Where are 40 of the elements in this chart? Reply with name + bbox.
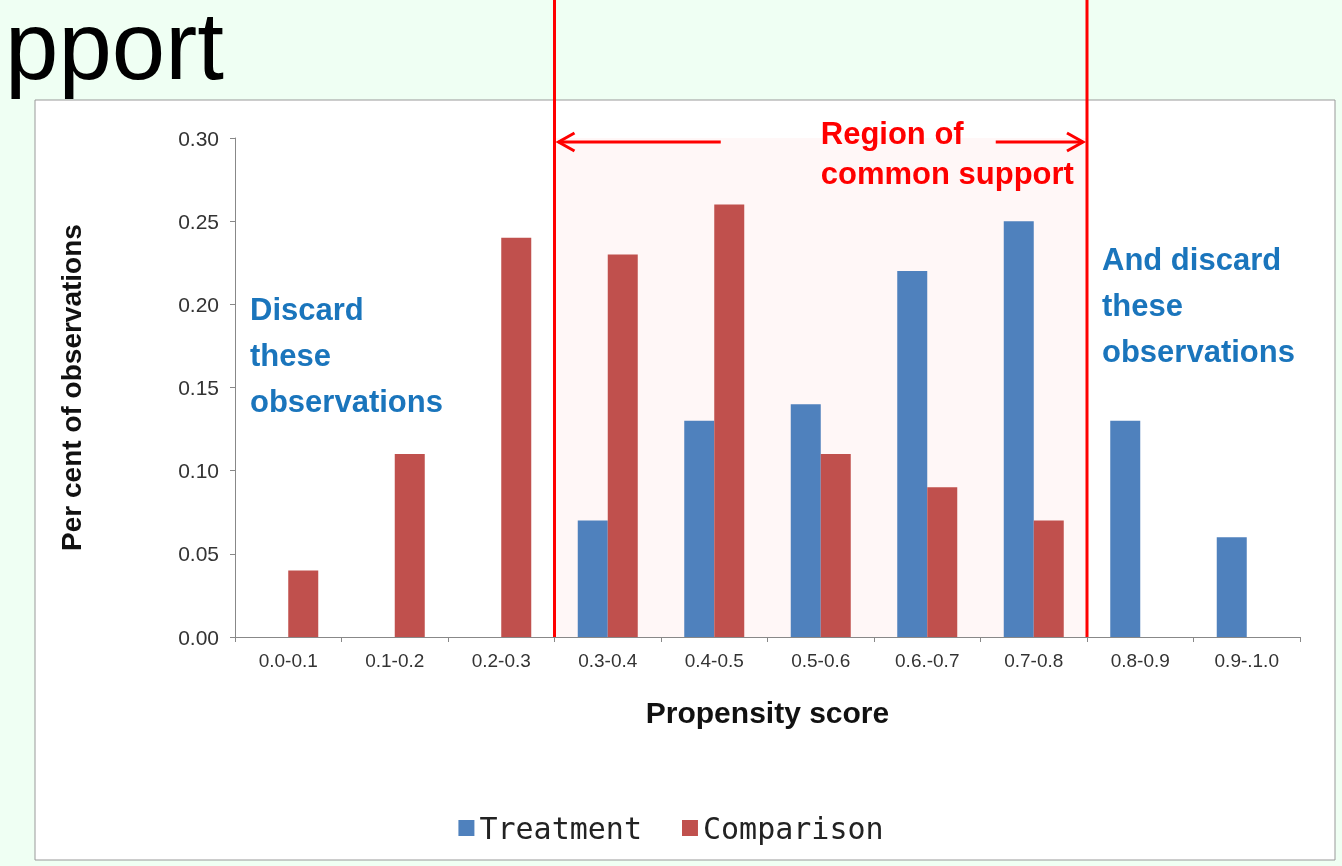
bar <box>820 454 851 637</box>
x-tick-label: 0.0-0.1 <box>258 650 318 671</box>
bar <box>607 254 638 637</box>
x-tick-label: 0.7-0.8 <box>1004 650 1064 671</box>
legend-label: Treatment <box>479 810 642 846</box>
bar <box>501 237 532 637</box>
bar <box>394 454 425 637</box>
y-tick-label: 0.20 <box>178 292 219 316</box>
chart-title: pport <box>5 0 224 99</box>
y-tick-label: 0.30 <box>178 126 219 150</box>
bar <box>897 271 928 637</box>
x-tick-label: 0.2-0.3 <box>471 650 531 671</box>
x-tick-label: 0.6.-0.7 <box>895 650 960 671</box>
y-tick-label: 0.15 <box>178 376 219 399</box>
annotation: And discard these observations <box>1102 241 1295 369</box>
bar <box>790 404 821 637</box>
x-tick-label: 0.3-0.4 <box>578 650 638 671</box>
y-tick-label: 0.25 <box>178 209 219 233</box>
bar <box>927 487 958 637</box>
x-tick-label: 0.5-0.6 <box>791 650 851 671</box>
x-axis-title: Propensity score <box>645 695 890 729</box>
x-tick-label: 0.8-0.9 <box>1110 650 1170 671</box>
bar <box>1110 420 1141 637</box>
bar <box>288 570 319 637</box>
x-tick-label: 0.1-0.2 <box>365 650 425 671</box>
bar <box>1216 537 1247 637</box>
y-tick-label: 0.05 <box>178 542 219 566</box>
bar <box>577 520 608 637</box>
bar <box>684 420 715 637</box>
bar <box>1033 520 1064 637</box>
band-label: Region of common support <box>820 115 1074 191</box>
bar <box>1003 221 1034 637</box>
y-axis-title: Per cent of observations <box>55 224 87 551</box>
annotation: Discard these observations <box>250 291 443 419</box>
legend-label: Comparison <box>702 810 884 846</box>
x-tick-label: 0.4-0.5 <box>684 650 744 671</box>
y-tick-label: 0.00 <box>178 625 219 649</box>
bar <box>714 204 745 637</box>
x-tick-label: 0.9-.1.0 <box>1214 650 1279 671</box>
y-tick-label: 0.10 <box>178 459 219 483</box>
